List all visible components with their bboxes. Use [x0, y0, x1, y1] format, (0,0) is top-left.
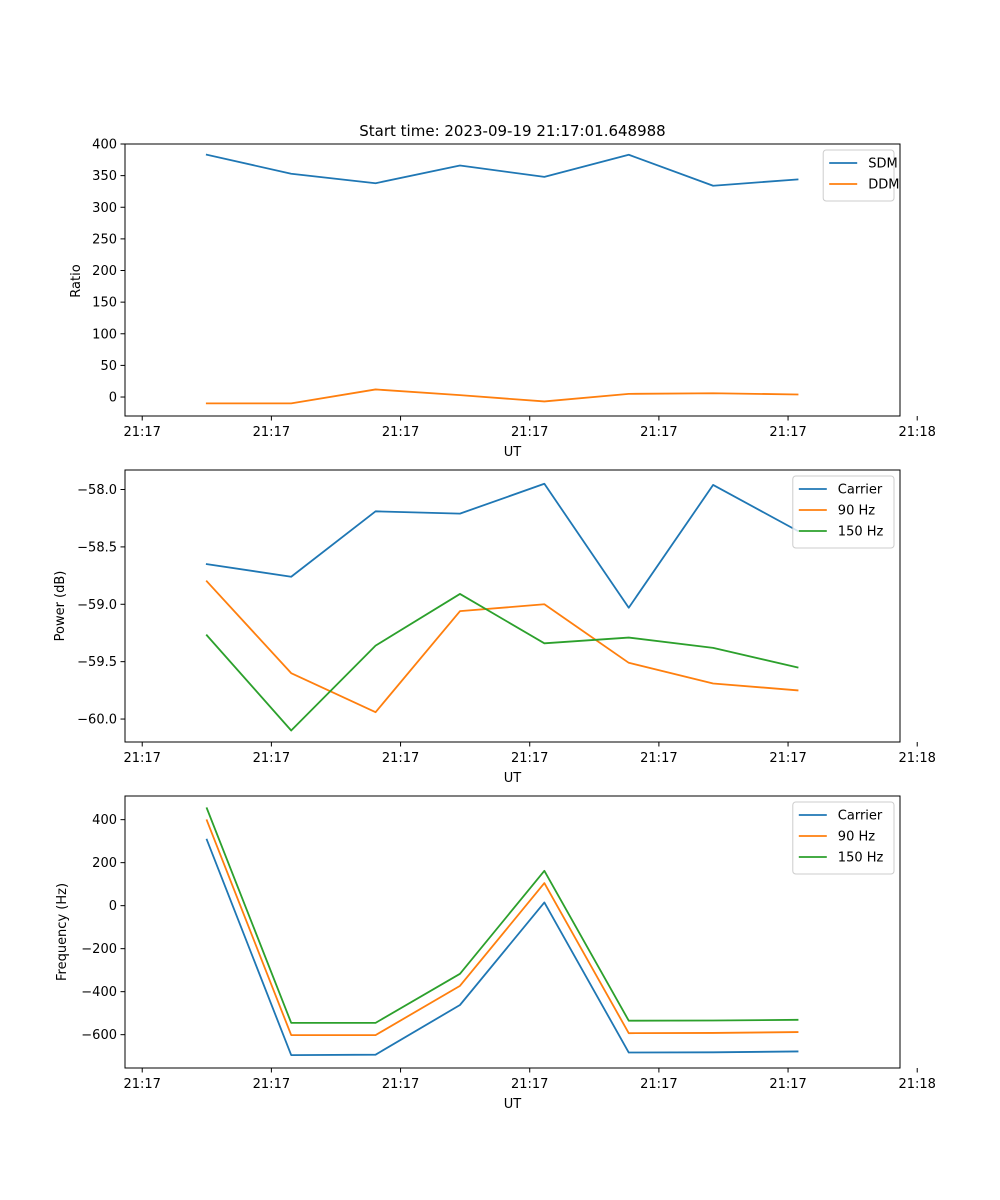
power-series-carrier-line [205, 482, 799, 609]
power-axes-frame [124, 469, 901, 743]
power-series-90-hz-line [205, 580, 799, 714]
frequency-panel: UT Frequency (Hz) 21:17 21:17 21:17 21:17 21… [55, 795, 936, 1112]
ratio-y-tick-label: 200 [92, 264, 117, 279]
ratio-y-tick-label: 50 [100, 359, 117, 374]
ratio-panel: UT Ratio 21:17 21:17 21:17 21:17 21:17 21:17 2… [69, 138, 936, 461]
power-x-tick-label: 21:17 [253, 751, 290, 766]
ratio-legend-label-sdm: SDM [868, 157, 897, 172]
frequency-series-150-hz-line [205, 807, 799, 1024]
frequency-legend-label-carrier: Carrier [838, 809, 883, 824]
ratio-y-tick-label: 100 [92, 327, 117, 342]
ratio-y-tick-label: 0 [109, 391, 117, 406]
power-x-axis-label: UT [504, 771, 522, 786]
power-legend-label-90-hz: 90 Hz [838, 504, 875, 519]
frequency-series-90-hz-line [205, 819, 799, 1036]
ratio-series-ddm-line [205, 388, 799, 405]
frequency-y-tick-label: 0 [109, 899, 117, 914]
power-y-tick-label: −58.0 [77, 483, 117, 498]
ratio-series-sdm-line [205, 153, 799, 187]
ratio-x-tick-label: 21:17 [253, 425, 290, 440]
power-x-tick-label: 21:17 [123, 751, 160, 766]
frequency-legend-box [792, 801, 895, 875]
frequency-x-tick-label: 21:18 [898, 1077, 935, 1092]
ratio-x-tick-label: 21:17 [640, 425, 677, 440]
ratio-y-tick-label: 350 [92, 169, 117, 184]
ratio-y-tick-label: 300 [92, 201, 117, 216]
power-legend-label-150-hz: 150 Hz [838, 525, 884, 540]
power-x-tick-label: 21:17 [640, 751, 677, 766]
ratio-x-tick-label: 21:17 [123, 425, 160, 440]
frequency-series-carrier-line [205, 838, 799, 1056]
ratio-x-tick-label: 21:17 [769, 425, 806, 440]
power-x-tick-label: 21:17 [769, 751, 806, 766]
power-x-tick-label: 21:18 [898, 751, 935, 766]
ratio-x-tick-label: 21:17 [511, 425, 548, 440]
frequency-y-tick-label: −200 [81, 942, 117, 957]
power-x-tick-label: 21:17 [382, 751, 419, 766]
figure-title: Start time: 2023-09-19 21:17:01.648988 [359, 122, 665, 140]
ratio-y-axis-label: Ratio [69, 264, 84, 297]
frequency-axes-frame [124, 795, 901, 1069]
frequency-legend-label-150-hz: 150 Hz [838, 851, 884, 866]
ratio-x-tick-label: 21:18 [898, 425, 935, 440]
frequency-y-tick-label: −600 [81, 1028, 117, 1043]
frequency-x-tick-label: 21:17 [253, 1077, 290, 1092]
power-legend: Carrier 90 Hz 150 Hz [792, 475, 895, 549]
ratio-x-tick-label: 21:17 [382, 425, 419, 440]
ratio-legend-label-ddm: DDM [868, 178, 899, 193]
power-legend-box [792, 475, 895, 549]
ratio-legend: SDM DDM [822, 149, 899, 202]
ratio-y-tick-label: 400 [92, 138, 117, 153]
ratio-y-tick-label: 250 [92, 232, 117, 247]
power-y-axis-label: Power (dB) [53, 571, 68, 642]
frequency-legend: Carrier 90 Hz 150 Hz [792, 801, 895, 875]
frequency-x-tick-label: 21:17 [511, 1077, 548, 1092]
frequency-legend-label-90-hz: 90 Hz [838, 830, 875, 845]
frequency-y-tick-label: 400 [92, 813, 117, 828]
power-x-tick-label: 21:17 [511, 751, 548, 766]
ratio-axes-frame [124, 143, 901, 417]
frequency-x-axis-label: UT [504, 1097, 522, 1112]
ratio-x-axis-label: UT [504, 445, 522, 460]
frequency-x-tick-label: 21:17 [640, 1077, 677, 1092]
ratio-y-tick-label: 150 [92, 296, 117, 311]
power-y-tick-label: −59.5 [77, 655, 117, 670]
frequency-x-tick-label: 21:17 [769, 1077, 806, 1092]
frequency-x-tick-label: 21:17 [382, 1077, 419, 1092]
power-y-tick-label: −59.0 [77, 598, 117, 613]
frequency-x-tick-label: 21:17 [123, 1077, 160, 1092]
power-panel: UT Power (dB) 21:17 21:17 21:17 21:17 21:17 2… [53, 469, 936, 786]
power-y-tick-label: −60.0 [77, 713, 117, 728]
power-y-tick-label: −58.5 [77, 540, 117, 555]
frequency-y-tick-label: 200 [92, 856, 117, 871]
frequency-y-axis-label: Frequency (Hz) [55, 883, 70, 981]
power-legend-label-carrier: Carrier [838, 483, 883, 498]
power-series-150-hz-line [205, 593, 799, 732]
frequency-y-tick-label: −400 [81, 985, 117, 1000]
